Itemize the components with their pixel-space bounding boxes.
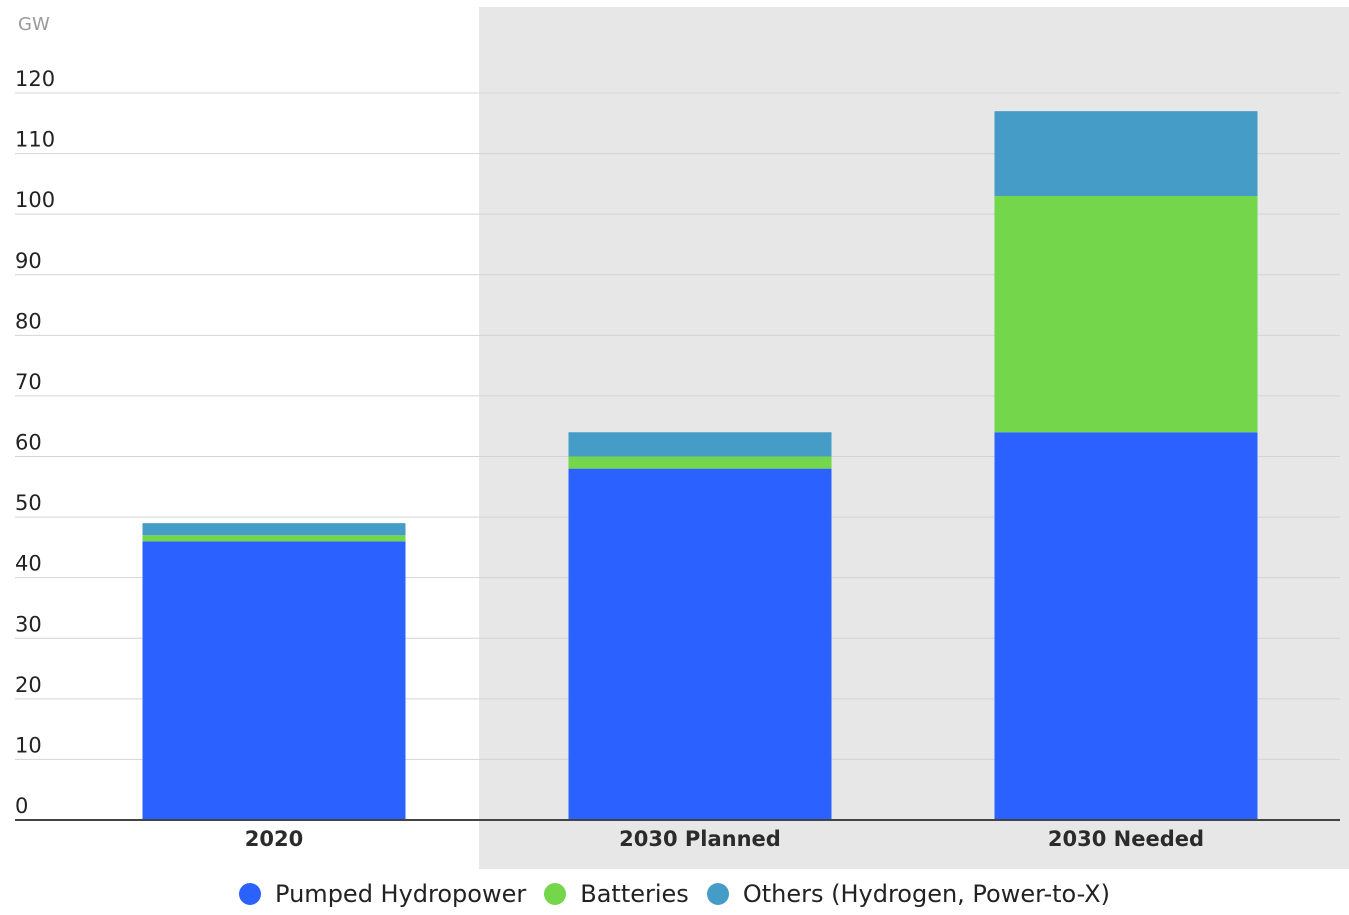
y-tick-label-50: 50: [15, 491, 42, 515]
legend-label-batteries: Batteries: [580, 880, 689, 908]
bar-2030-needed-pumped[interactable]: [994, 432, 1258, 820]
y-tick-label-90: 90: [15, 249, 42, 273]
y-tick-label-110: 110: [15, 128, 55, 152]
bar-2030-needed-batteries[interactable]: [994, 195, 1258, 433]
y-tick-label-20: 20: [15, 673, 42, 697]
y-tick-label-80: 80: [15, 309, 42, 333]
y-tick-label-120: 120: [15, 67, 55, 91]
legend-item-others[interactable]: Others (Hydrogen, Power-to-X): [706, 880, 1110, 908]
x-tick-label-2030-needed: 2030 Needed: [1048, 827, 1204, 851]
y-axis-ticks: 0 10 20 30 40 50 60 70 80 90 100 110 120: [15, 67, 55, 818]
bars: [142, 111, 1258, 820]
y-tick-label-60: 60: [15, 431, 42, 455]
legend-label-others: Others (Hydrogen, Power-to-X): [742, 880, 1110, 908]
x-tick-label-2030-planned: 2030 Planned: [619, 827, 781, 851]
y-tick-label-10: 10: [15, 733, 42, 757]
y-tick-label-40: 40: [15, 552, 42, 576]
y-axis-unit-label: GW: [18, 14, 50, 35]
legend-dot-pumped-hydropower: [239, 883, 262, 905]
x-tick-label-2020: 2020: [245, 827, 303, 851]
legend: Pumped Hydropower Batteries Others (Hydr…: [0, 880, 1349, 908]
bar-2030-planned-pumped[interactable]: [568, 468, 832, 820]
bar-2030-planned-batteries[interactable]: [568, 456, 832, 469]
y-tick-label-70: 70: [15, 370, 42, 394]
y-tick-label-100: 100: [15, 188, 55, 212]
bar-2020-pumped[interactable]: [142, 541, 406, 820]
legend-item-pumped-hydropower[interactable]: Pumped Hydropower: [239, 880, 526, 908]
bar-2020-batteries[interactable]: [142, 535, 406, 542]
bar-2020-others[interactable]: [142, 523, 406, 536]
bar-2030-needed-others[interactable]: [994, 111, 1258, 196]
x-axis-labels: 2020 2030 Planned 2030 Needed: [245, 827, 1204, 851]
legend-item-batteries[interactable]: Batteries: [544, 880, 689, 908]
y-tick-label-30: 30: [15, 612, 42, 636]
storage-capacity-chart: GW 0 10 20 30 40 50 60 70 80 90 100 110 120 2020 2030…: [15, 7, 1349, 869]
legend-dot-others: [706, 883, 729, 905]
legend-label-pumped-hydropower: Pumped Hydropower: [275, 880, 527, 908]
legend-dot-batteries: [544, 883, 567, 905]
bar-2030-planned-others[interactable]: [568, 432, 832, 457]
y-tick-label-0: 0: [15, 794, 28, 818]
